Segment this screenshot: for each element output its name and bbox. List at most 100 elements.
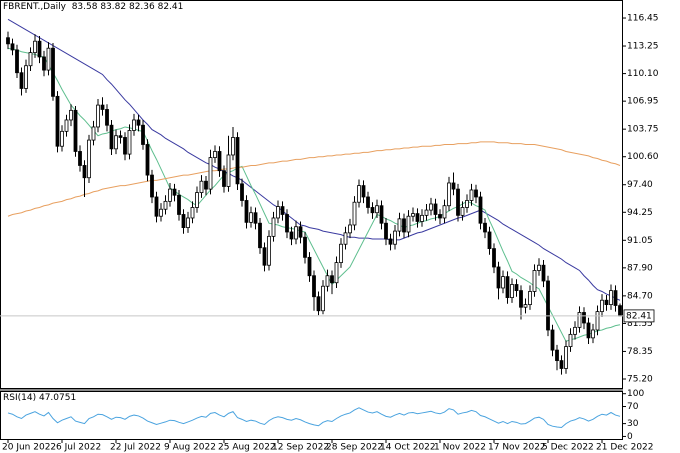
y-tick-label: 91.05: [627, 236, 653, 246]
candle-body: [267, 235, 271, 266]
panel-separator: [0, 389, 623, 391]
rsi-tick-label: 0: [627, 432, 633, 442]
candle-body: [177, 194, 181, 215]
candle-body: [37, 40, 42, 58]
candle-body: [82, 165, 87, 179]
candle-body: [438, 214, 442, 219]
candle-body: [15, 49, 19, 74]
candle-body: [64, 119, 69, 132]
candle-body: [402, 218, 406, 233]
candle-body: [595, 311, 600, 331]
candle-body: [159, 208, 163, 217]
candle-body: [208, 157, 213, 190]
close-value: 82.41: [157, 2, 184, 12]
candle-body: [465, 200, 469, 208]
candle-body: [321, 285, 325, 312]
moving-average-line: [7, 18, 621, 301]
candle-body: [253, 212, 258, 224]
y-tick-label: 110.10: [627, 69, 659, 79]
candle-body: [586, 322, 591, 339]
candle-body: [46, 47, 51, 71]
y-tick-label: 87.90: [627, 263, 653, 273]
candle-body: [87, 139, 91, 179]
candle-body: [312, 275, 316, 298]
candle-body: [28, 52, 33, 67]
candle-body: [469, 189, 474, 201]
candle-body: [546, 280, 550, 331]
candle-body: [186, 217, 190, 229]
candle-body: [528, 291, 532, 306]
candle-body: [600, 299, 604, 313]
candle-body: [618, 305, 622, 317]
rsi-tick-label: 30: [627, 419, 639, 429]
open-value: 83.58: [71, 2, 98, 12]
candle-body: [163, 200, 168, 210]
candle-body: [118, 135, 123, 138]
candle-body: [564, 346, 568, 369]
candle-body: [573, 326, 577, 335]
x-tick-label: 17 Nov 2022: [488, 443, 546, 453]
candle-body: [91, 126, 96, 141]
candle-body: [424, 209, 429, 216]
y-tick-label: 97.40: [627, 180, 653, 190]
candle-body: [204, 180, 208, 190]
candle-body: [181, 214, 186, 229]
y-tick-label: 100.60: [627, 152, 659, 162]
price-box: [623, 309, 655, 323]
high-value: 83.82: [100, 2, 127, 12]
candle-body: [550, 329, 555, 351]
candle-body: [510, 284, 514, 299]
candle-body: [172, 188, 177, 196]
candle-body: [276, 206, 280, 219]
candle-body: [366, 196, 370, 208]
candle-body: [294, 226, 298, 240]
candle-body: [357, 185, 361, 203]
candle-body: [393, 230, 397, 245]
candle-body: [352, 201, 357, 226]
candle-body: [555, 349, 559, 362]
candle-body: [33, 40, 37, 53]
candle-body: [582, 312, 586, 324]
candle-body: [397, 218, 402, 232]
candle-body: [505, 276, 510, 299]
candle-body: [429, 203, 433, 211]
candle-body: [10, 43, 15, 51]
candle-body: [217, 151, 222, 172]
candle-body: [96, 104, 100, 128]
candle-body: [303, 236, 307, 258]
candle-body: [406, 215, 411, 233]
x-tick-label: 9 Aug 2022: [164, 443, 216, 453]
candle-body: [501, 276, 505, 289]
candle-body: [199, 180, 204, 193]
candle-body: [375, 205, 379, 214]
candle-body: [262, 247, 267, 266]
x-tick-label: 28 Sep 2022: [326, 443, 383, 453]
candle-body: [325, 275, 330, 287]
candle-body: [330, 275, 334, 284]
x-tick-label: 1 Nov 2022: [434, 443, 486, 453]
candle-body: [478, 196, 483, 224]
rsi-line: [7, 407, 621, 428]
candle-body: [190, 207, 195, 219]
candle-body: [55, 95, 60, 147]
candle-body: [244, 200, 249, 223]
low-value: 82.36: [128, 2, 155, 12]
candle-body: [447, 182, 451, 207]
candle-body: [411, 213, 415, 217]
rsi-frame: [0, 391, 623, 440]
candle-body: [141, 124, 145, 145]
y-tick-label: 75.20: [627, 374, 653, 384]
candle-body: [249, 212, 253, 223]
candle-body: [451, 182, 456, 190]
candle-body: [127, 130, 132, 155]
candle-body: [415, 213, 420, 222]
candle-body: [343, 232, 348, 245]
candle-body: [150, 174, 154, 198]
y-tick-label: 81.55: [627, 319, 653, 329]
candle-body: [285, 214, 289, 233]
price-label: 82.41: [626, 311, 652, 321]
candle-body: [541, 264, 546, 282]
y-tick-label: 106.95: [627, 97, 659, 107]
candle-body: [213, 151, 217, 158]
